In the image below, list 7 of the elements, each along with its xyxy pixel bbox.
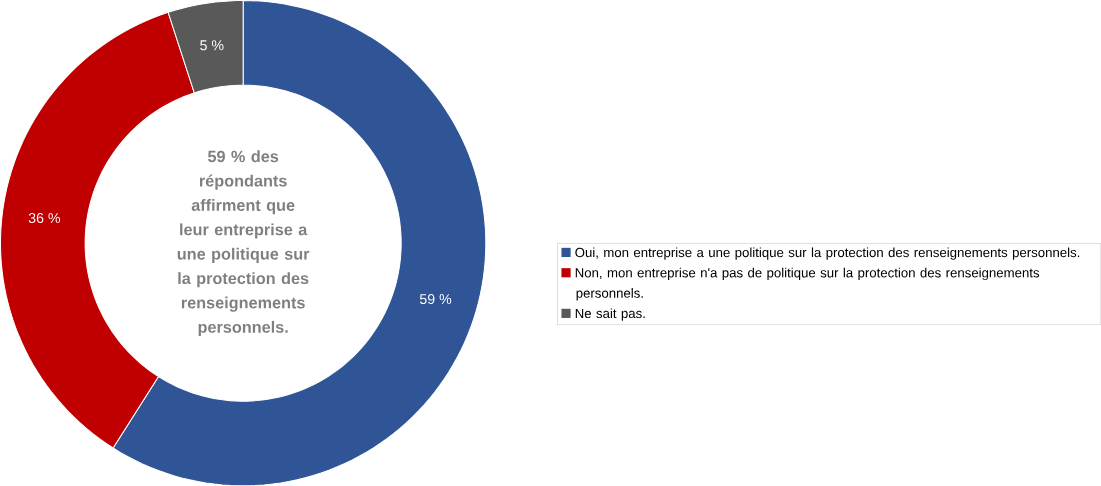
- legend-label: Ne sait pas.: [575, 308, 645, 321]
- data-label: 5 %: [200, 40, 224, 51]
- legend-label: Non, mon entreprise n'a pas de politique sur la protection des renseignements personnels.: [575, 267, 1040, 301]
- legend-label: Oui, mon entreprise a une politique sur la protection des renseignements personnels.: [575, 247, 1080, 260]
- text: 59 % des répondants affirment que leur entreprise a une politique sur la protection des renseignements personnels.: [177, 150, 310, 336]
- data-label: 59 %: [419, 293, 452, 304]
- data-label: 36 %: [28, 212, 61, 223]
